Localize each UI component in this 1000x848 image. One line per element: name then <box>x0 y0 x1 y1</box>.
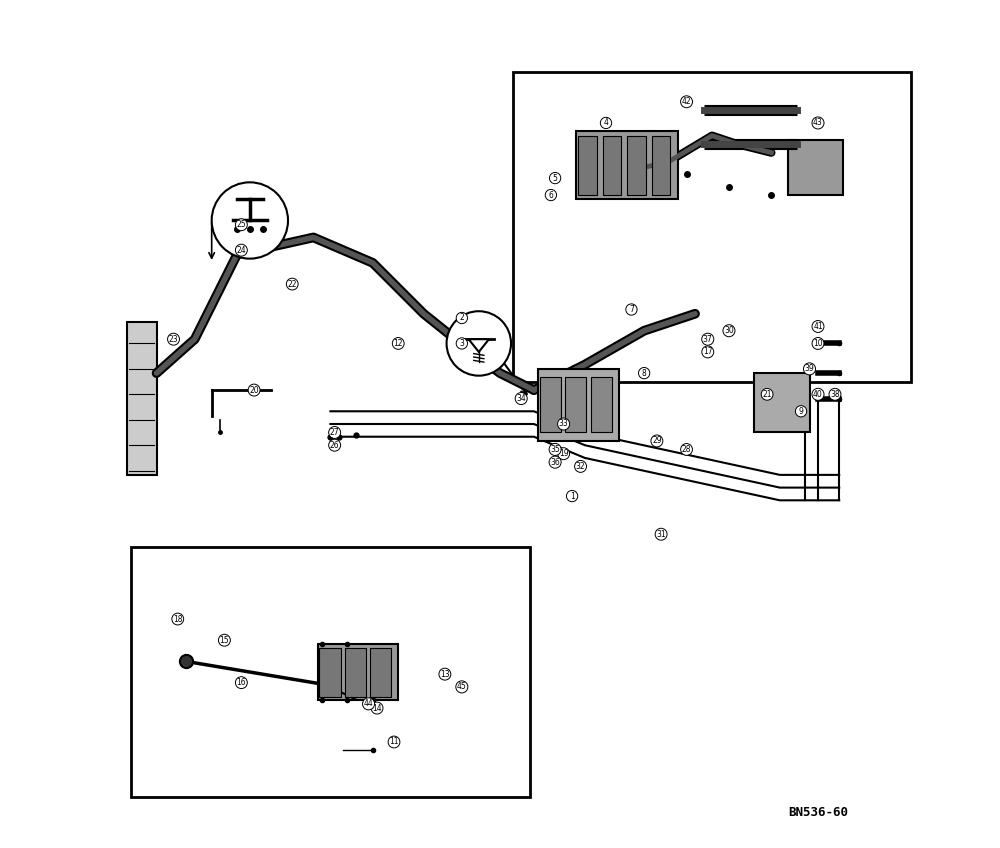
Text: 41: 41 <box>813 322 823 331</box>
Text: 28: 28 <box>682 445 691 454</box>
FancyBboxPatch shape <box>513 72 911 382</box>
Circle shape <box>447 311 511 376</box>
Text: 9: 9 <box>799 407 803 416</box>
Text: 17: 17 <box>703 348 713 356</box>
Text: 2: 2 <box>459 314 464 322</box>
FancyBboxPatch shape <box>131 547 530 797</box>
Text: 11: 11 <box>389 738 399 746</box>
FancyBboxPatch shape <box>540 377 561 432</box>
Text: 27: 27 <box>330 428 339 437</box>
Text: 7: 7 <box>629 305 634 314</box>
FancyBboxPatch shape <box>127 322 157 475</box>
FancyBboxPatch shape <box>370 648 391 697</box>
Text: 35: 35 <box>550 445 560 454</box>
Text: 4: 4 <box>604 119 608 127</box>
Text: 44: 44 <box>364 700 373 708</box>
FancyBboxPatch shape <box>565 377 586 432</box>
FancyBboxPatch shape <box>788 140 843 195</box>
Text: 30: 30 <box>724 326 734 335</box>
FancyBboxPatch shape <box>627 136 646 195</box>
Text: 40: 40 <box>813 390 823 399</box>
Text: 6: 6 <box>548 191 553 199</box>
Text: 32: 32 <box>576 462 585 471</box>
Text: 1: 1 <box>570 492 574 500</box>
Polygon shape <box>469 339 489 352</box>
Text: 45: 45 <box>457 683 467 691</box>
FancyBboxPatch shape <box>652 136 670 195</box>
Text: 42: 42 <box>682 98 691 106</box>
Text: 29: 29 <box>652 437 662 445</box>
Text: 25: 25 <box>237 220 246 229</box>
Text: 43: 43 <box>813 119 823 127</box>
FancyBboxPatch shape <box>578 136 597 195</box>
Text: 10: 10 <box>813 339 823 348</box>
FancyBboxPatch shape <box>538 369 619 441</box>
Text: 37: 37 <box>703 335 713 343</box>
Text: 36: 36 <box>550 458 560 466</box>
Text: 21: 21 <box>762 390 772 399</box>
Text: 13: 13 <box>440 670 450 678</box>
FancyBboxPatch shape <box>591 377 612 432</box>
Text: 33: 33 <box>559 420 568 428</box>
Text: 31: 31 <box>656 530 666 538</box>
FancyBboxPatch shape <box>318 644 398 700</box>
FancyBboxPatch shape <box>345 648 366 697</box>
Text: 22: 22 <box>287 280 297 288</box>
Text: 20: 20 <box>249 386 259 394</box>
FancyBboxPatch shape <box>576 131 678 199</box>
Text: 18: 18 <box>173 615 183 623</box>
Text: 39: 39 <box>805 365 814 373</box>
Text: 38: 38 <box>830 390 840 399</box>
Text: 14: 14 <box>372 704 382 712</box>
FancyBboxPatch shape <box>754 373 810 432</box>
Text: 23: 23 <box>169 335 178 343</box>
Text: 12: 12 <box>393 339 403 348</box>
Text: 15: 15 <box>220 636 229 644</box>
Text: 34: 34 <box>516 394 526 403</box>
Text: 3: 3 <box>459 339 464 348</box>
Text: 26: 26 <box>330 441 339 449</box>
Text: 24: 24 <box>237 246 246 254</box>
FancyBboxPatch shape <box>603 136 621 195</box>
Text: 8: 8 <box>642 369 647 377</box>
Text: 5: 5 <box>553 174 558 182</box>
Text: 16: 16 <box>237 678 246 687</box>
FancyBboxPatch shape <box>319 648 341 697</box>
Circle shape <box>212 182 288 259</box>
Text: BN536-60: BN536-60 <box>788 806 848 819</box>
Text: 19: 19 <box>559 449 568 458</box>
